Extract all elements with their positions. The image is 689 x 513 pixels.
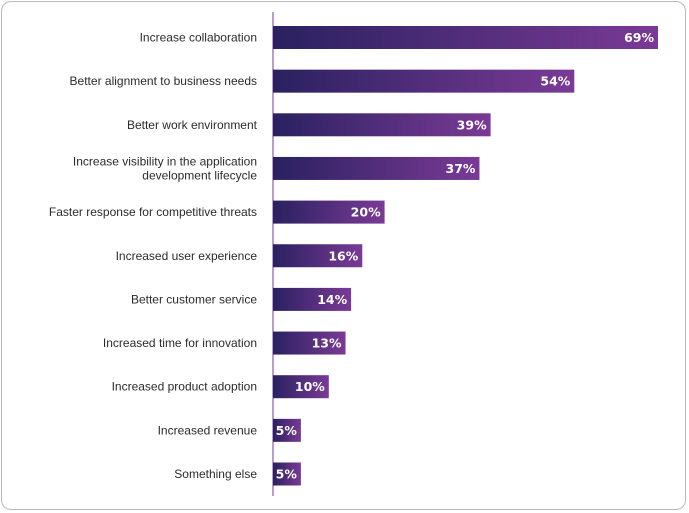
category-label: Something else xyxy=(174,467,257,481)
bar xyxy=(273,69,575,93)
bars-group: 69% 54% 39% 37% 20% 16% 14% 13% 10% 5% 5% xyxy=(273,26,658,486)
category-label-line: Faster response for competitive threats xyxy=(49,205,257,219)
category-label: Better work environment xyxy=(127,118,258,132)
category-label-line: Increased product adoption xyxy=(112,380,257,394)
category-label: Better customer service xyxy=(131,292,257,306)
category-label: Increased time for innovation xyxy=(103,336,257,350)
data-label: 39% xyxy=(457,117,487,132)
category-label-line: Better work environment xyxy=(127,118,258,132)
data-label: 5% xyxy=(276,467,298,482)
category-label-line: Increased revenue xyxy=(158,423,258,437)
category-label-line: Increase collaboration xyxy=(140,31,257,45)
bar xyxy=(273,462,301,486)
bar xyxy=(273,26,658,49)
bar xyxy=(273,331,346,355)
category-label: Increased user experience xyxy=(116,249,258,263)
data-label: 13% xyxy=(312,336,342,351)
bar xyxy=(273,418,301,442)
data-label: 20% xyxy=(351,205,381,220)
category-label-line: Something else xyxy=(174,467,257,481)
bar xyxy=(273,375,329,399)
category-labels-group: Increase collaboration Better alignment t… xyxy=(49,31,258,482)
category-label-line: Better customer service xyxy=(131,292,257,306)
data-label: 54% xyxy=(540,74,570,89)
category-label: Increase visibility in the application de… xyxy=(73,154,257,182)
category-label: Better alignment to business needs xyxy=(70,74,257,88)
bar xyxy=(273,200,385,224)
data-label: 16% xyxy=(328,248,358,263)
category-label-line: development lifecycle xyxy=(142,168,257,182)
category-label: Faster response for competitive threats xyxy=(49,205,257,219)
category-label: Increase collaboration xyxy=(140,31,257,45)
data-label: 5% xyxy=(276,423,298,438)
category-label: Increased product adoption xyxy=(112,380,257,394)
category-label-line: Better alignment to business needs xyxy=(70,74,257,88)
bar xyxy=(273,113,491,137)
bar xyxy=(273,156,480,180)
category-label-line: Increase visibility in the application xyxy=(73,154,257,168)
category-label-line: Increased time for innovation xyxy=(103,336,257,350)
data-label: 14% xyxy=(317,292,347,307)
category-label: Increased revenue xyxy=(158,423,258,437)
data-label: 10% xyxy=(295,379,325,394)
data-label: 37% xyxy=(446,161,476,176)
bar xyxy=(273,287,352,311)
data-label: 69% xyxy=(624,30,654,45)
category-label-line: Increased user experience xyxy=(116,249,258,263)
bar xyxy=(273,244,363,268)
